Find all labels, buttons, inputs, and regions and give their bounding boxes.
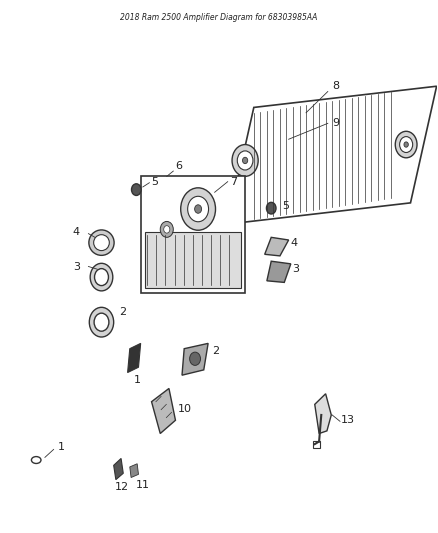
Text: 1: 1 [58, 442, 65, 452]
FancyBboxPatch shape [313, 441, 321, 448]
Polygon shape [130, 464, 138, 478]
Text: 7: 7 [230, 176, 237, 187]
Ellipse shape [243, 157, 248, 164]
Ellipse shape [395, 131, 417, 158]
Ellipse shape [266, 203, 276, 214]
Ellipse shape [187, 196, 208, 222]
Ellipse shape [404, 142, 408, 147]
Ellipse shape [131, 184, 141, 196]
Ellipse shape [95, 269, 109, 286]
Text: 2: 2 [119, 306, 126, 317]
Polygon shape [114, 458, 123, 480]
Ellipse shape [160, 221, 173, 237]
Ellipse shape [89, 230, 114, 255]
Ellipse shape [90, 263, 113, 291]
Ellipse shape [190, 352, 201, 366]
Text: 12: 12 [115, 481, 129, 491]
Ellipse shape [237, 151, 253, 170]
Polygon shape [182, 343, 208, 375]
Text: 5: 5 [282, 200, 289, 211]
Ellipse shape [181, 188, 215, 230]
Text: 11: 11 [135, 480, 149, 490]
Text: 4: 4 [291, 238, 298, 248]
Text: 3: 3 [73, 262, 80, 271]
Text: 6: 6 [176, 161, 183, 171]
Text: 1: 1 [134, 375, 141, 385]
Ellipse shape [399, 136, 413, 152]
Text: 5: 5 [152, 176, 159, 187]
Polygon shape [265, 237, 289, 256]
Polygon shape [228, 86, 437, 224]
Text: 3: 3 [292, 264, 299, 274]
Polygon shape [267, 261, 291, 282]
Ellipse shape [94, 235, 110, 251]
Text: 10: 10 [178, 403, 192, 414]
Ellipse shape [32, 457, 41, 464]
Ellipse shape [232, 144, 258, 176]
FancyBboxPatch shape [141, 176, 245, 293]
Ellipse shape [164, 225, 170, 233]
Text: 4: 4 [73, 227, 80, 237]
Polygon shape [315, 394, 331, 433]
Text: 2: 2 [212, 346, 219, 357]
Text: 2018 Ram 2500 Amplifier Diagram for 68303985AA: 2018 Ram 2500 Amplifier Diagram for 6830… [120, 13, 318, 22]
Ellipse shape [194, 205, 201, 213]
Polygon shape [127, 343, 141, 373]
Polygon shape [152, 389, 176, 433]
Polygon shape [145, 232, 241, 288]
Ellipse shape [89, 308, 114, 337]
Text: 9: 9 [332, 118, 339, 128]
Ellipse shape [94, 313, 109, 331]
Text: 13: 13 [341, 415, 355, 425]
Text: 8: 8 [332, 81, 339, 91]
